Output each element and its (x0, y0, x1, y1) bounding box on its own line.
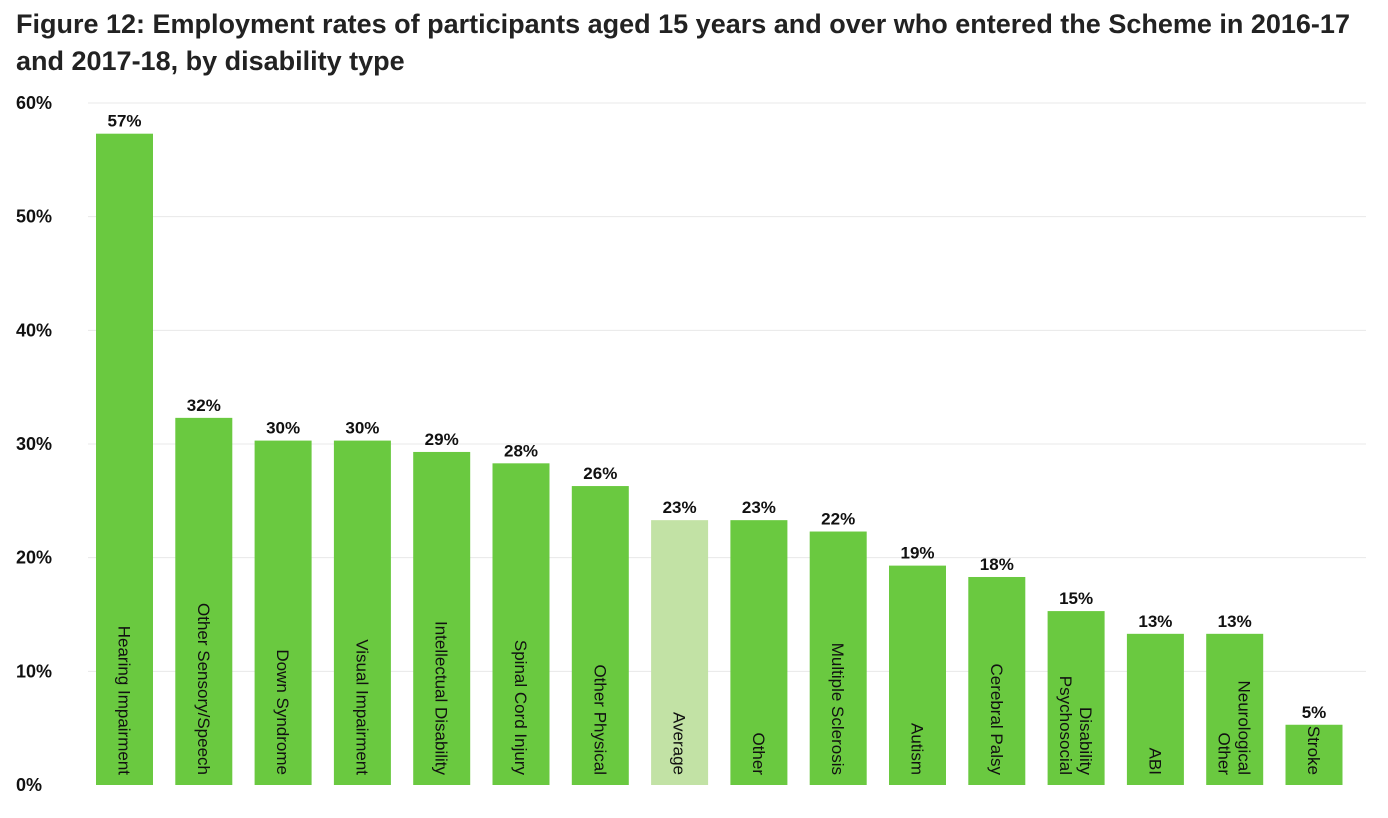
bar (492, 463, 550, 785)
category-label-line: Intellectual Disability (432, 621, 451, 776)
value-label: 18% (980, 555, 1014, 574)
bar (413, 451, 471, 785)
category-label-line: Autism (908, 723, 927, 775)
bar (1126, 633, 1184, 785)
bar (968, 576, 1026, 785)
value-label: 23% (742, 498, 776, 517)
value-labels: 57% 32% 30% 30% 29% 28% 26% 23% 23% 22% 19% 18% 15% 1… (107, 112, 1326, 722)
value-label: 30% (266, 419, 300, 438)
category-label-line: Disability (1076, 707, 1095, 776)
category-label-line: ABI (1145, 748, 1164, 775)
bar (1047, 611, 1105, 785)
category-label: Down Syndrome (273, 649, 292, 775)
y-axis-ticks: 0% 10% 20% 30% 40% 50% 60% (16, 93, 52, 795)
y-tick-label: 20% (16, 548, 52, 568)
y-tick-label: 40% (16, 320, 52, 340)
y-tick-label: 60% (16, 93, 52, 113)
category-label: ABI (1145, 748, 1164, 775)
category-label: Other Neurological (1215, 681, 1254, 776)
category-label-line: Other Physical (590, 664, 609, 775)
value-label: 13% (1138, 612, 1172, 631)
category-label-line: Multiple Sclerosis (828, 643, 847, 775)
y-tick-label: 50% (16, 207, 52, 227)
value-label: 28% (504, 441, 538, 460)
bar (333, 440, 391, 785)
category-label-line: Other (749, 732, 768, 775)
category-label-line: Cerebral Palsy (987, 664, 1006, 776)
category-label: Stroke (1304, 726, 1323, 775)
value-label: 30% (345, 419, 379, 438)
category-label: Psychosocial Disability (1056, 676, 1095, 776)
y-tick-label: 10% (16, 661, 52, 681)
category-label: Visual Impairment (352, 639, 371, 775)
category-label-line: Down Syndrome (273, 649, 292, 775)
bar (651, 520, 709, 785)
category-label: Other Physical (590, 664, 609, 775)
category-label-line: Visual Impairment (352, 639, 371, 775)
category-labels: Hearing Impairment Other Sensory/Speech Do… (115, 603, 1324, 775)
category-label: Cerebral Palsy (987, 664, 1006, 776)
category-label-line: Spinal Cord Injury (511, 640, 530, 776)
category-label: Spinal Cord Injury (511, 640, 530, 776)
bar (809, 531, 867, 785)
y-tick-label: 0% (16, 775, 42, 795)
value-label: 32% (187, 396, 221, 415)
value-label: 22% (821, 510, 855, 529)
bar (1206, 633, 1264, 785)
category-label-line: Other (1215, 732, 1234, 775)
chart-title: Figure 12: Employment rates of participa… (16, 9, 1350, 76)
category-label: Average (670, 712, 689, 775)
bar (1285, 724, 1343, 785)
category-label-line: Hearing Impairment (115, 626, 134, 776)
category-label-line: Psychosocial (1056, 676, 1075, 775)
value-label: 19% (900, 544, 934, 563)
category-label: Multiple Sclerosis (828, 643, 847, 775)
category-label: Hearing Impairment (115, 626, 134, 776)
value-label: 57% (107, 112, 141, 131)
bar (889, 565, 946, 785)
bar (96, 133, 153, 785)
y-tick-label: 30% (16, 434, 52, 454)
value-label: 23% (663, 498, 697, 517)
bar (254, 440, 312, 785)
value-label: 29% (425, 430, 459, 449)
value-label: 5% (1302, 703, 1327, 722)
value-label: 15% (1059, 589, 1093, 608)
category-label-line: Other Sensory/Speech (194, 603, 213, 775)
bar (730, 520, 788, 785)
category-label-line: Stroke (1304, 726, 1323, 775)
bar (175, 417, 233, 785)
bar (571, 486, 629, 785)
category-label-line: Neurological (1235, 681, 1254, 776)
category-label: Intellectual Disability (432, 621, 451, 776)
category-label: Other (749, 732, 768, 775)
value-label: 13% (1218, 612, 1252, 631)
category-label: Autism (908, 723, 927, 775)
category-label-line: Average (670, 712, 689, 775)
category-label: Other Sensory/Speech (194, 603, 213, 775)
value-label: 26% (583, 464, 617, 483)
bars (96, 133, 1343, 785)
